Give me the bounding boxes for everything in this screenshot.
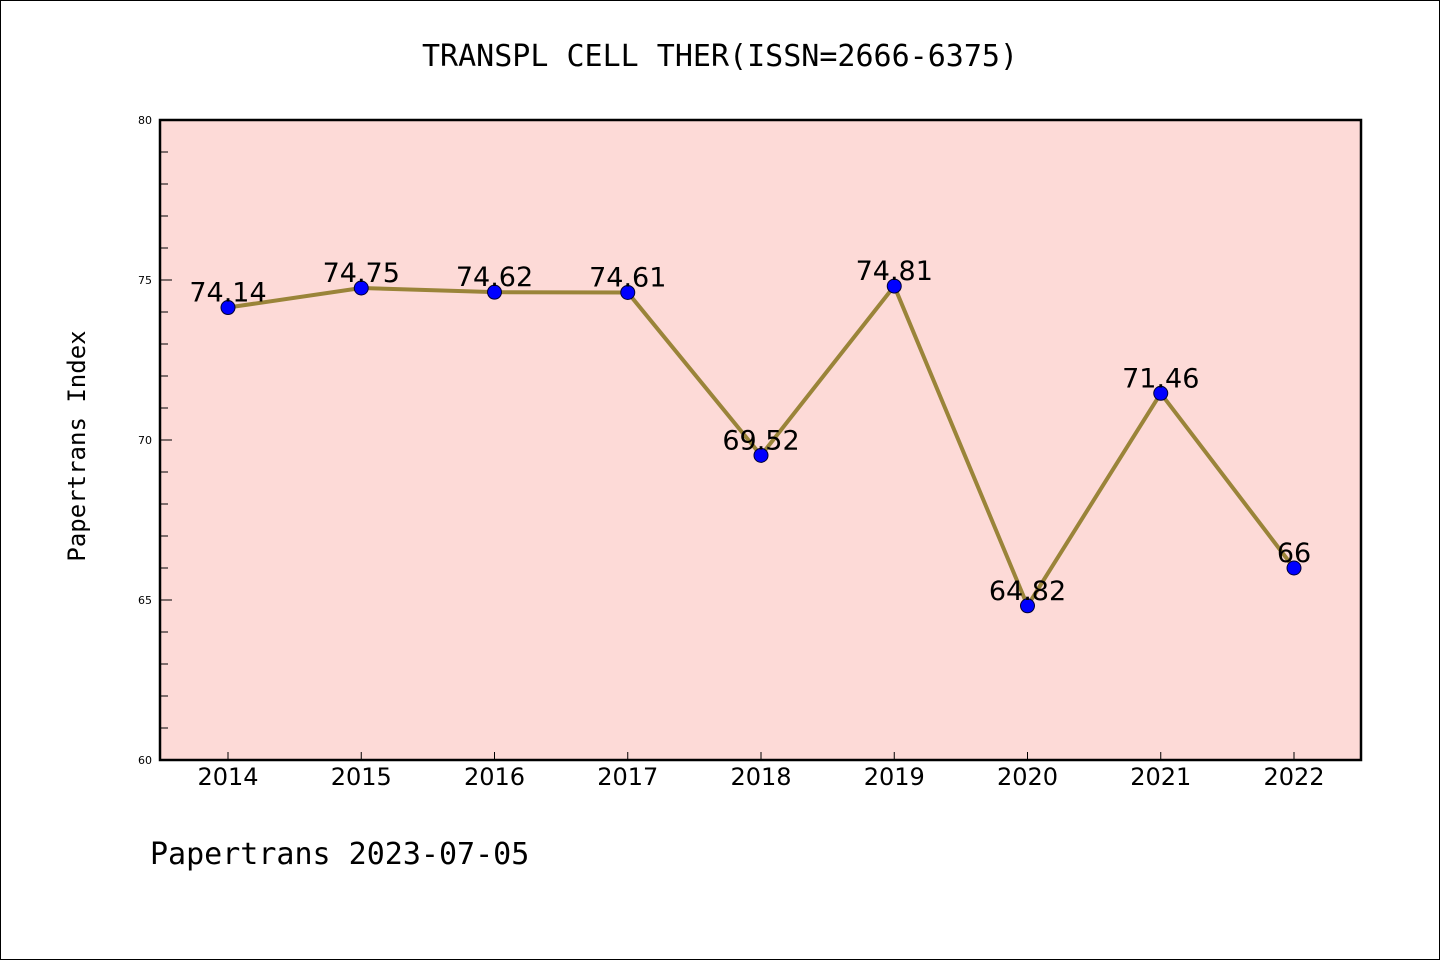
x-tick-label: 2018 [730, 763, 791, 791]
x-tick-label: 2015 [331, 763, 392, 791]
data-label: 64.82 [989, 576, 1066, 607]
data-point [1020, 598, 1035, 614]
x-tick-label: 2021 [1130, 763, 1191, 791]
data-label: 74.75 [323, 258, 400, 289]
plot-area [158, 118, 1363, 762]
y-tick-label: 75 [138, 274, 152, 287]
data-point [487, 284, 502, 300]
data-label: 69.52 [722, 425, 799, 456]
data-label: 66 [1277, 538, 1311, 569]
y-tick-label: 70 [138, 434, 152, 447]
data-label: 74.14 [189, 278, 266, 309]
data-point [220, 300, 236, 316]
data-point [1153, 385, 1169, 401]
data-point [753, 447, 769, 463]
data-point [353, 280, 369, 296]
data-label: 74.81 [856, 256, 933, 287]
chart-title: TRANSPL CELL THER(ISSN=2666-6375) [422, 39, 1018, 74]
x-tick-label: 2019 [864, 763, 925, 791]
data-point [886, 278, 902, 294]
x-tick-label: 2014 [197, 763, 258, 791]
y-axis-label: Papertrans Index [63, 330, 91, 561]
y-tick-label: 65 [138, 594, 152, 607]
x-tick-label: 2017 [597, 763, 658, 791]
y-tick-label: 60 [138, 754, 152, 767]
footer-credit: Papertrans 2023-07-05 [150, 837, 529, 872]
data-label: 71.46 [1122, 363, 1199, 394]
x-tick-label: 2022 [1263, 763, 1324, 791]
x-tick-label: 2020 [997, 763, 1058, 791]
data-label: 74.61 [589, 262, 666, 293]
y-tick-label: 80 [138, 114, 152, 127]
data-point [620, 284, 636, 300]
x-axis: 2014 2015 2016 2017 2018 2019 2020 2021 2022 [197, 752, 1325, 791]
x-tick-label: 2016 [464, 763, 525, 791]
y-axis: 60 65 70 75 80 [138, 114, 172, 767]
data-label: 74.62 [456, 262, 533, 293]
series-layer: 74.14 74.75 74.62 74.61 69.52 74.81 64.82 71.46… [189, 256, 1311, 614]
data-point [1286, 560, 1302, 576]
